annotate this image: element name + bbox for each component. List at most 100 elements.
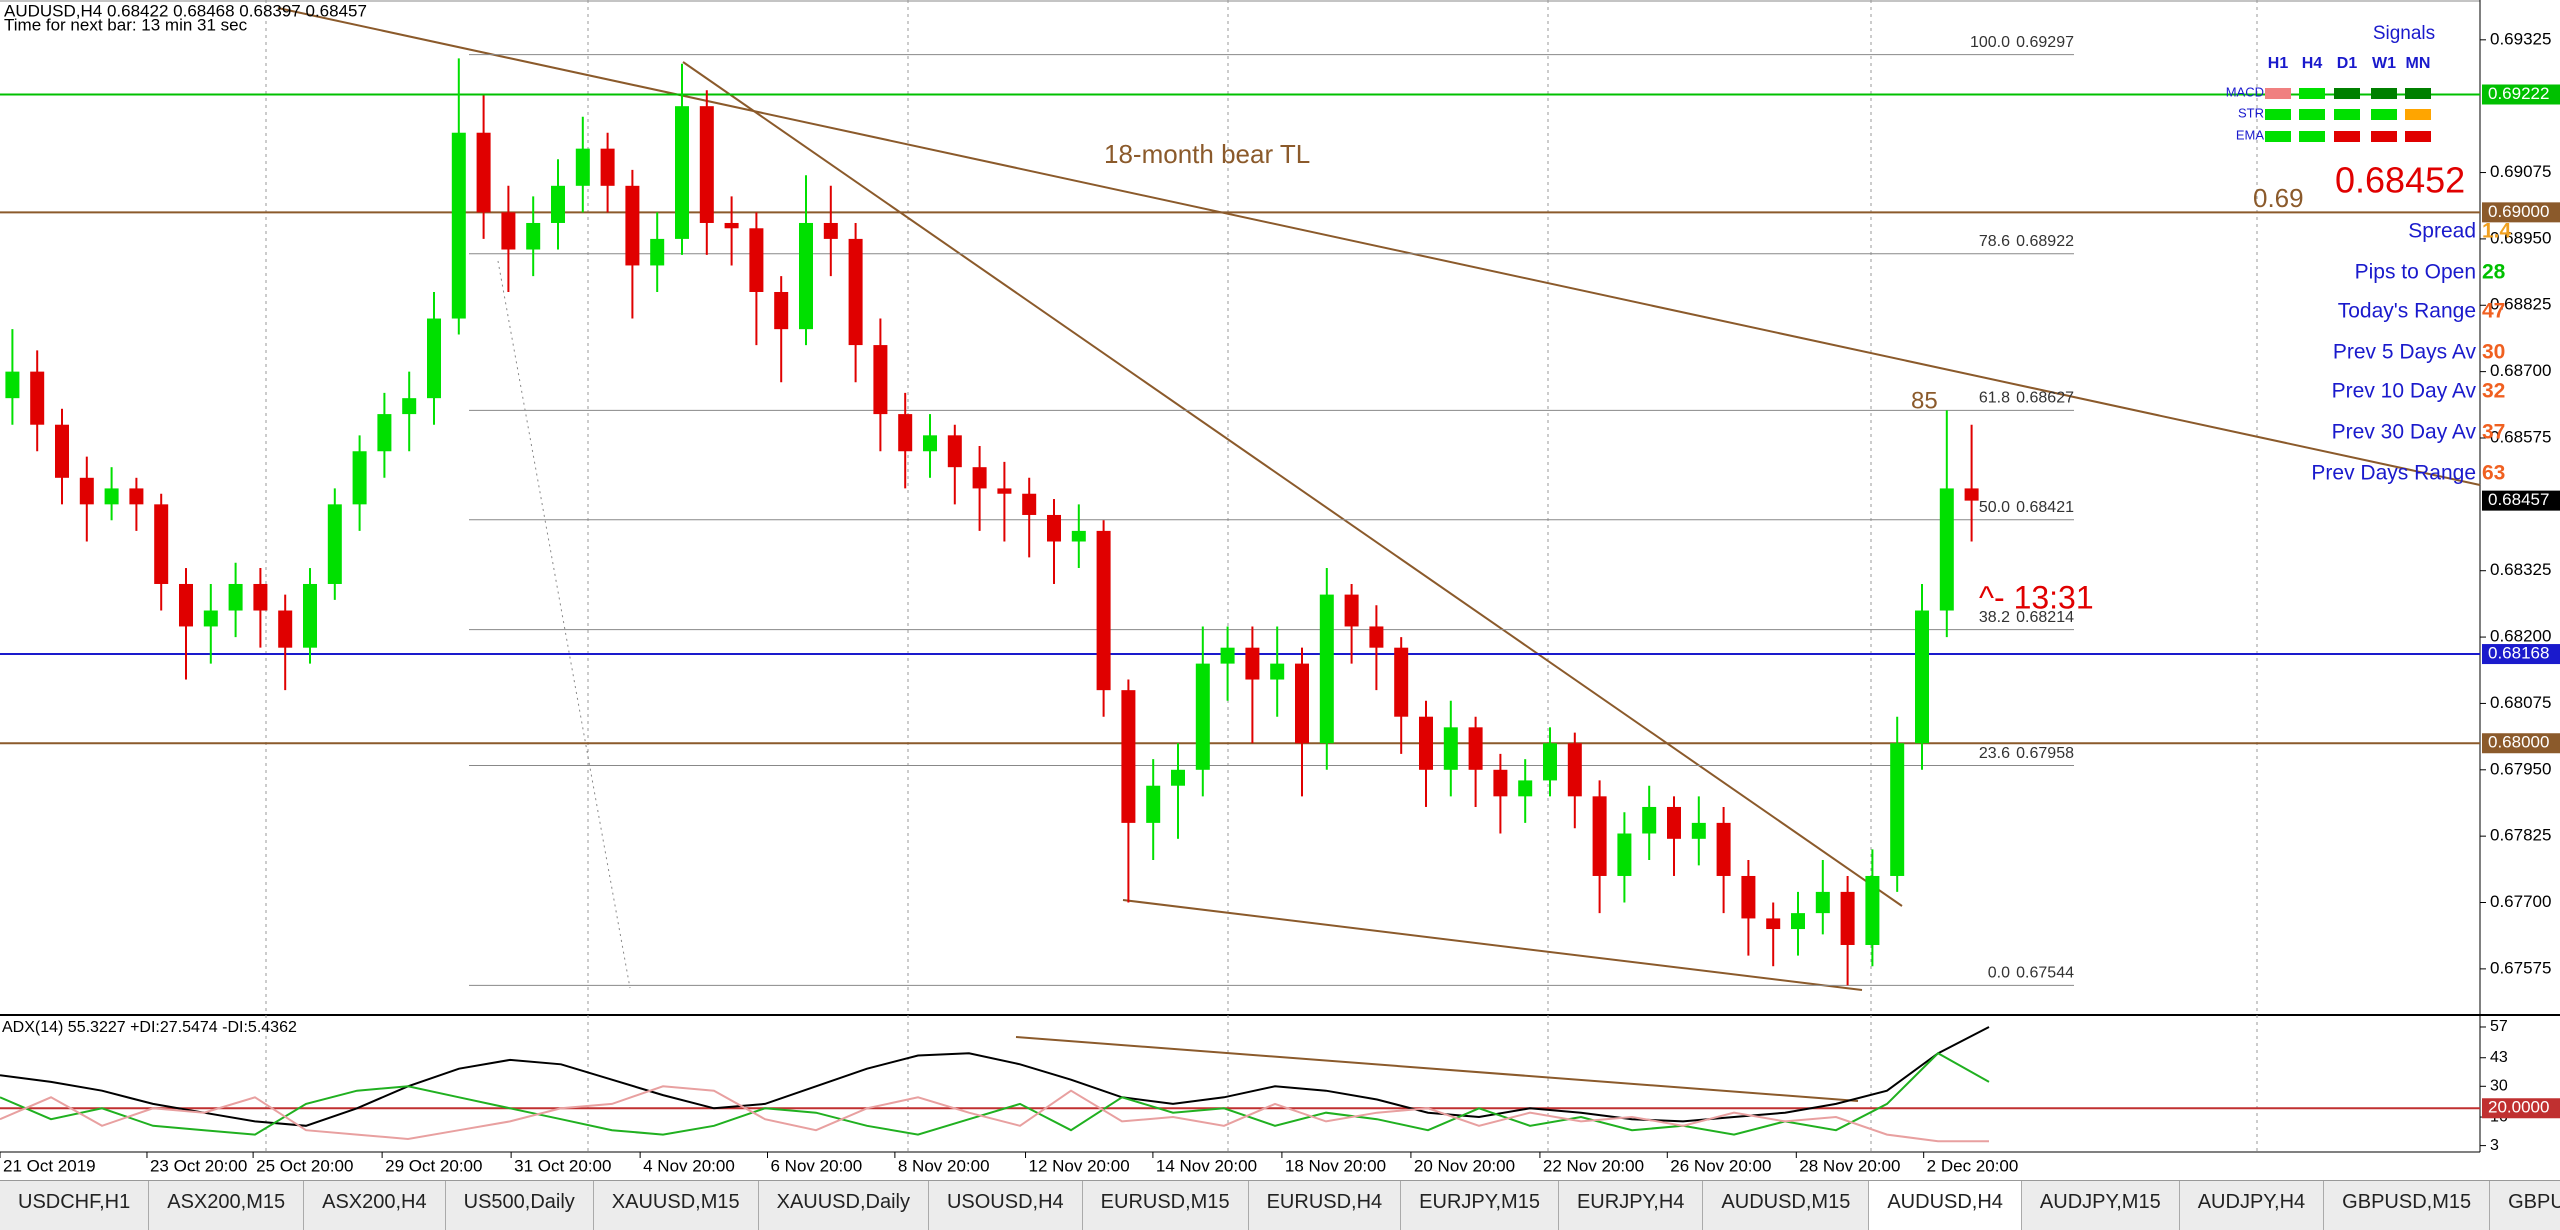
signal-row-label: STR <box>2238 105 2264 120</box>
stat-value: 37 <box>2482 421 2505 444</box>
y-tick-label: 0.67700 <box>2490 892 2551 911</box>
candle-body <box>30 371 45 425</box>
symbol-tab[interactable]: USOUSD,H4 <box>929 1181 1083 1230</box>
symbol-tab[interactable]: AUDJPY,M15 <box>2022 1181 2180 1230</box>
symbol-tab[interactable]: US500,Daily <box>446 1181 594 1230</box>
symbol-tab[interactable]: GBPUSD,H4 <box>2490 1181 2560 1230</box>
adx-line <box>0 1026 1990 1127</box>
symbol-tab[interactable]: USDCHF,H1 <box>0 1181 150 1230</box>
candle-body <box>575 148 590 186</box>
candle-body <box>724 222 739 229</box>
signal-column: H4 <box>2302 55 2323 72</box>
x-tick-label: 8 Nov 20:00 <box>898 1156 990 1175</box>
candle-body <box>799 222 813 330</box>
fib-price: 0.67544 <box>2016 965 2074 982</box>
candle-body <box>1716 822 1731 876</box>
symbol-tab[interactable]: EURJPY,H4 <box>1559 1181 1704 1230</box>
x-tick-label: 21 Oct 2019 <box>3 1156 96 1175</box>
candle-body <box>1493 769 1508 797</box>
candle-body <box>79 477 94 505</box>
stat-value: 30 <box>2482 341 2505 364</box>
candle-body <box>1220 647 1235 664</box>
signal-cell <box>2299 109 2325 120</box>
candle-body <box>1319 594 1334 744</box>
symbol-tab[interactable]: EURUSD,M15 <box>1083 1181 1249 1230</box>
background <box>0 0 2560 1180</box>
stat-label: Spread <box>2408 220 2476 243</box>
signal-cell <box>2265 109 2291 120</box>
y-tick-label: 0.68950 <box>2490 228 2551 247</box>
candle-body <box>650 238 665 266</box>
signal-cell <box>2371 88 2397 99</box>
symbol-tab[interactable]: ASX200,M15 <box>149 1181 305 1230</box>
symbol-tab[interactable]: AUDUSD,M15 <box>1703 1181 1870 1230</box>
symbol-tab[interactable]: GBPUSD,M15 <box>2324 1181 2491 1230</box>
stat-label: Prev 5 Days Av <box>2333 341 2477 364</box>
chart-window: AUDUSD,H4 0.68422 0.68468 0.68397 0.6845… <box>0 0 2560 1180</box>
fib-price: 0.67958 <box>2016 745 2074 762</box>
symbol-tab[interactable]: EURJPY,M15 <box>1401 1181 1559 1230</box>
candle-body <box>1741 875 1756 919</box>
level-label: 0.69222 <box>2488 84 2549 103</box>
adx-tick-label: 57 <box>2490 1018 2508 1035</box>
fib-price: 0.68627 <box>2016 390 2074 407</box>
candle-body <box>1369 626 1384 648</box>
y-tick-label: 0.67950 <box>2490 759 2551 778</box>
signal-column: MN <box>2406 55 2431 72</box>
symbol-tab[interactable]: XAUUSD,Daily <box>759 1181 929 1230</box>
symbol-tab[interactable]: AUDUSD,H4 <box>1869 1181 2022 1230</box>
candle-body <box>402 398 417 415</box>
candle-body <box>823 222 838 239</box>
symbol-tab[interactable]: ASX200,H4 <box>304 1181 446 1230</box>
candle-body <box>1865 875 1880 945</box>
level-label: 0.69000 <box>2488 202 2549 221</box>
candle-body <box>1617 833 1632 876</box>
adx-level-label: 20.0000 <box>2488 1098 2549 1117</box>
candle-body <box>997 488 1012 494</box>
candle-body <box>427 318 441 399</box>
candle-body <box>352 451 367 505</box>
candle-body <box>327 504 342 584</box>
symbol-tab[interactable]: XAUUSD,M15 <box>594 1181 759 1230</box>
stat-label: Prev Days Range <box>2311 462 2476 485</box>
candle-body <box>551 185 565 223</box>
y-tick-label: 0.69075 <box>2490 162 2551 181</box>
signal-column: W1 <box>2372 55 2396 72</box>
fib-level: 0.0 <box>1988 965 2010 982</box>
bear-trend-line <box>277 7 2481 486</box>
stat-label: Prev 30 Day Av <box>2332 421 2477 444</box>
candle-body <box>253 583 268 611</box>
fib-price: 0.68214 <box>2016 609 2074 626</box>
candle-body <box>55 424 69 478</box>
candle-body <box>1964 488 1979 501</box>
current-price-box <box>2482 490 2560 511</box>
fib-level: 78.6 <box>1979 233 2010 250</box>
candle-body <box>1419 716 1433 770</box>
candle-body <box>1518 780 1533 797</box>
candle-body <box>129 488 144 505</box>
x-tick-label: 6 Nov 20:00 <box>771 1156 863 1175</box>
candle-body <box>1815 891 1830 914</box>
signal-cell <box>2265 131 2291 142</box>
channel-line <box>1122 899 1863 991</box>
candle-body <box>1791 913 1805 930</box>
adx-trend-line <box>1015 1036 1859 1102</box>
fib-level: 23.6 <box>1979 745 2010 762</box>
fib-level: 38.2 <box>1979 609 2010 626</box>
candle-body <box>1915 610 1929 744</box>
symbol-tab[interactable]: EURUSD,H4 <box>1249 1181 1402 1230</box>
x-tick-label: 14 Nov 20:00 <box>1156 1156 1257 1175</box>
stat-label: Prev 10 Day Av <box>2332 380 2477 403</box>
candle-body <box>501 212 516 250</box>
price-display: 0.68452 <box>2335 160 2465 201</box>
candle-body <box>1121 690 1136 823</box>
stat-value: 47 <box>2482 300 2505 323</box>
signal-cell <box>2334 88 2360 99</box>
signals-title: Signals <box>2373 23 2435 44</box>
candle-body <box>451 132 466 319</box>
level-label-box <box>2482 733 2560 754</box>
symbol-tab[interactable]: AUDJPY,H4 <box>2180 1181 2325 1230</box>
x-tick-label: 12 Nov 20:00 <box>1029 1156 1130 1175</box>
candle-body <box>1022 493 1037 515</box>
x-tick-label: 4 Nov 20:00 <box>643 1156 735 1175</box>
